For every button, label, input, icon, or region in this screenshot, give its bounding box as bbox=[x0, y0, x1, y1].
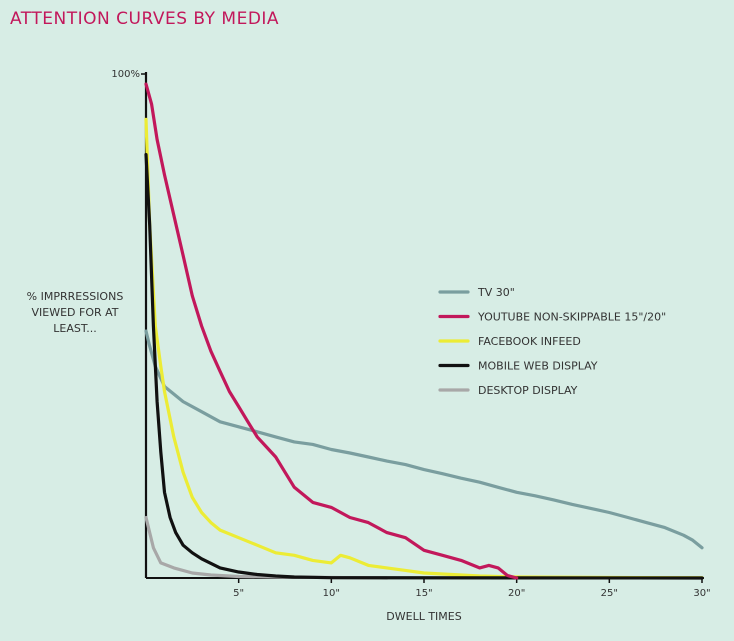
y-axis-label-line: VIEWED FOR AT bbox=[31, 306, 118, 319]
y-axis-label-line: LEAST... bbox=[53, 322, 97, 335]
y-tick-label: 100% bbox=[111, 69, 140, 80]
legend-label: YOUTUBE NON-SKIPPABLE 15"/20" bbox=[477, 311, 666, 324]
page-title: ATTENTION CURVES BY MEDIA bbox=[10, 9, 280, 29]
legend-label: FACEBOOK INFEED bbox=[478, 335, 581, 348]
x-tick-label: 20" bbox=[508, 588, 525, 599]
x-tick-label: 15" bbox=[415, 588, 432, 599]
legend: TV 30" YOUTUBE NON-SKIPPABLE 15"/20" FACEB… bbox=[438, 286, 666, 397]
x-tick-label: 10" bbox=[323, 588, 340, 599]
axis-ticks: 100% 5" 10" 15" 20" 25" 30" bbox=[111, 69, 710, 599]
series-line-3 bbox=[144, 153, 704, 580]
series-line-1 bbox=[144, 82, 519, 580]
series-line-0 bbox=[144, 329, 704, 550]
series-lines bbox=[144, 82, 704, 580]
series-line-2 bbox=[144, 117, 704, 580]
x-axis-label: DWELL TIMES bbox=[386, 610, 461, 623]
x-tick-label: 25" bbox=[601, 588, 618, 599]
y-axis-label: % IMPRRESSIONS VIEWED FOR AT LEAST... bbox=[27, 290, 124, 335]
legend-label: MOBILE WEB DISPLAY bbox=[478, 360, 598, 373]
axes bbox=[144, 72, 704, 579]
legend-label: DESKTOP DISPLAY bbox=[478, 384, 578, 397]
y-axis-label-line: % IMPRRESSIONS bbox=[27, 290, 124, 303]
x-tick-label: 5" bbox=[233, 588, 244, 599]
x-tick-label: 30" bbox=[693, 588, 710, 599]
legend-label: TV 30" bbox=[477, 286, 515, 299]
